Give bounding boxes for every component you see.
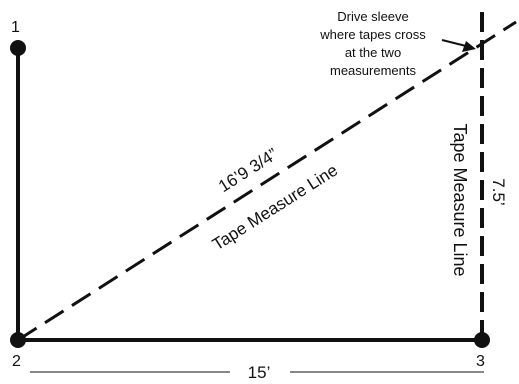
callout-arrowhead-icon bbox=[462, 41, 476, 52]
callout-line-4: measurements bbox=[330, 63, 416, 78]
callout-text: Drive sleeve where tapes cross at the tw… bbox=[319, 9, 426, 78]
diagonal-tape-line bbox=[17, 20, 517, 342]
point-2-label: 2 bbox=[12, 353, 21, 370]
vertical-tape-label: Tape Measure Line bbox=[450, 123, 470, 276]
callout-line-1: Drive sleeve bbox=[337, 9, 409, 24]
point-1-label: 1 bbox=[11, 19, 20, 36]
callout-line-2: where tapes cross bbox=[319, 27, 426, 42]
point-2-dot bbox=[10, 332, 26, 348]
base-measurement: 15’ bbox=[248, 363, 271, 379]
vertical-measurement: 7.5’ bbox=[489, 178, 508, 205]
diagonal-measurement: 16’9 3/4” bbox=[215, 144, 281, 196]
callout-line-3: at the two bbox=[345, 45, 401, 60]
point-3-dot bbox=[474, 332, 490, 348]
point-3-label: 3 bbox=[476, 353, 485, 370]
point-1-dot bbox=[10, 40, 26, 56]
